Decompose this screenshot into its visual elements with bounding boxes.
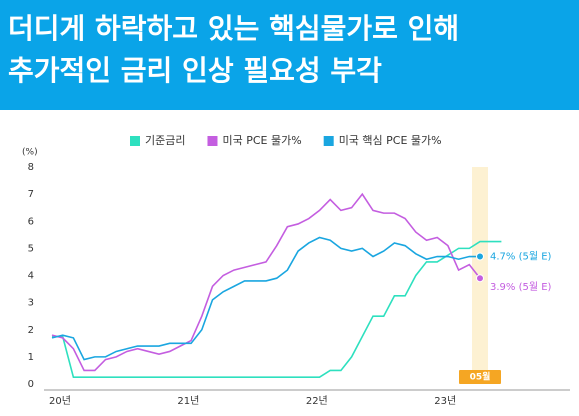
- legend-swatch: [323, 136, 334, 146]
- header: [0, 0, 579, 110]
- legend-label: 기준금리: [145, 134, 185, 147]
- legend-swatch: [130, 136, 140, 146]
- highlight-label: 05월: [470, 371, 491, 383]
- y-tick-label: 3: [28, 298, 34, 309]
- series-line: [51, 236, 480, 361]
- title-line: 더디게 하락하고 있는 핵심물가로 인해: [8, 12, 459, 45]
- y-tick-label: 0: [28, 379, 34, 390]
- y-tick-label: 2: [28, 325, 34, 336]
- y-tick-label: 5: [28, 243, 34, 254]
- annotation: 4.7% (5월 E): [490, 251, 552, 263]
- x-tick-label: 21년: [177, 395, 199, 407]
- annotation: 3.9% (5월 E): [490, 281, 552, 293]
- title-line: 추가적인 금리 인상 필요성 부각: [8, 54, 382, 87]
- legend-swatch: [207, 136, 218, 146]
- series-line: [52, 240, 502, 379]
- x-tick-label: 23년: [434, 395, 456, 407]
- y-tick-label: 4: [28, 271, 34, 282]
- legend-label: 미국 PCE 물가%: [222, 134, 301, 147]
- y-tick-label: 7: [28, 189, 34, 200]
- y-tick-label: 6: [28, 216, 34, 227]
- legend-label: 미국 핵심 PCE 물가%: [339, 134, 442, 147]
- end-dot: [476, 252, 484, 261]
- highlight-tag: [459, 370, 501, 384]
- x-tick-label: 20년: [49, 395, 71, 407]
- y-tick-label: 8: [28, 162, 34, 173]
- y-axis-label: (%): [22, 148, 38, 158]
- series-line: [51, 192, 481, 372]
- y-tick-label: 1: [28, 352, 34, 363]
- end-dot: [476, 274, 484, 283]
- x-tick-label: 22년: [306, 395, 328, 407]
